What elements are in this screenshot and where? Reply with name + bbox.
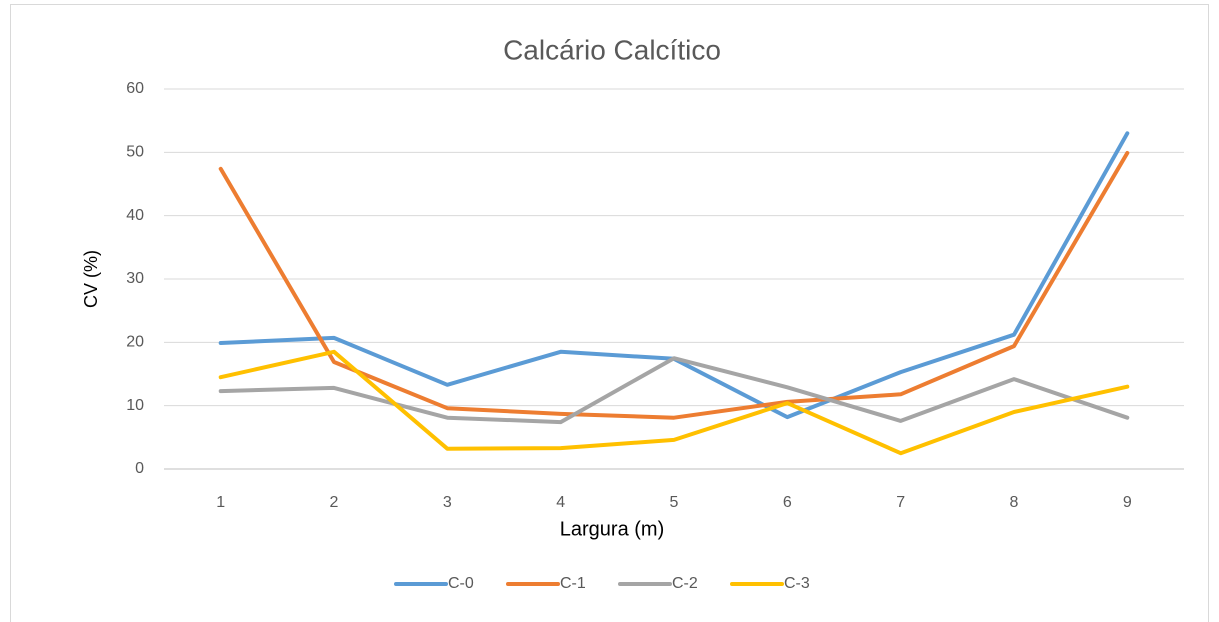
y-tick-label: 40 xyxy=(126,207,144,224)
line-series xyxy=(218,151,1130,420)
x-tick-label: 8 xyxy=(1010,494,1019,511)
y-tick-label: 20 xyxy=(126,334,144,351)
x-tick-label: 5 xyxy=(670,494,679,511)
line-series xyxy=(218,356,1130,425)
x-tick-label: 7 xyxy=(896,494,905,511)
x-tick-label: 4 xyxy=(556,494,565,511)
x-tick-label: 2 xyxy=(330,494,339,511)
y-tick-label: 50 xyxy=(126,144,144,161)
x-tick-label: 1 xyxy=(216,494,225,511)
x-tick-label: 6 xyxy=(783,494,792,511)
y-tick-label: 60 xyxy=(126,80,144,97)
legend-label: C-2 xyxy=(672,575,698,592)
legend-label: C-3 xyxy=(784,575,810,592)
y-tick-label: 30 xyxy=(126,270,144,287)
y-tick-label: 0 xyxy=(135,460,144,477)
x-tick-label: 3 xyxy=(443,494,452,511)
x-tick-label: 9 xyxy=(1123,494,1132,511)
chart-border xyxy=(10,4,1209,622)
legend-label: C-1 xyxy=(560,575,586,592)
legend-label: C-0 xyxy=(448,575,474,592)
chart-title: Calcário Calcítico xyxy=(503,34,721,65)
line-series xyxy=(218,349,1130,456)
y-tick-label: 10 xyxy=(126,397,144,414)
x-axis-title: Largura (m) xyxy=(560,518,664,540)
y-axis-title: CV (%) xyxy=(81,250,101,308)
